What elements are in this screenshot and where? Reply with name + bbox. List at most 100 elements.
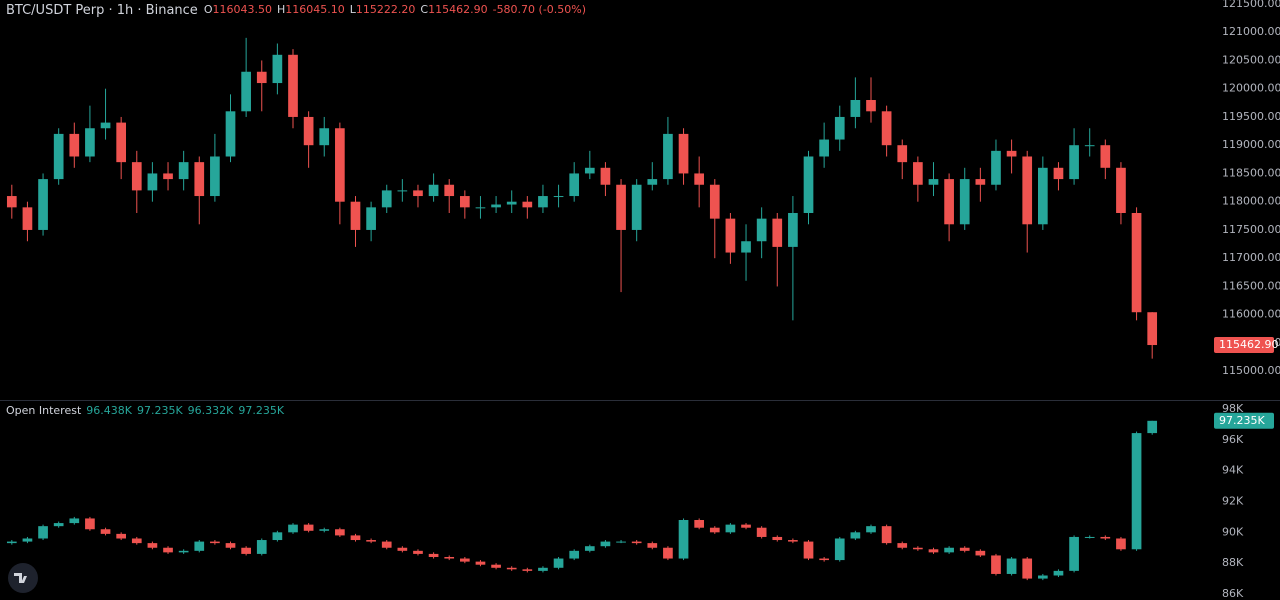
legend-value: 115462.90	[428, 3, 488, 16]
candle-body	[6, 196, 17, 208]
candle-body	[116, 122, 127, 163]
candle-body	[928, 179, 939, 185]
candle-body	[803, 541, 814, 559]
candle-body	[335, 128, 345, 202]
logo-circle[interactable]	[8, 563, 38, 593]
candle-body	[756, 218, 767, 242]
candle-body	[459, 196, 470, 208]
candle-body	[85, 128, 95, 157]
candle-body	[881, 526, 892, 544]
last-value-label: 115462.90	[1219, 338, 1279, 351]
y-tick-label: 90K	[1222, 525, 1244, 538]
candle-body	[147, 543, 158, 548]
candle-body	[850, 532, 861, 539]
candle-body	[1147, 420, 1158, 434]
candle-body	[584, 167, 595, 174]
y-tick-label: 118000.00	[1222, 195, 1280, 208]
y-tick-label: 119500.00	[1222, 110, 1280, 123]
candle-body	[491, 564, 501, 568]
candle-body	[1100, 536, 1111, 539]
candle-body	[366, 540, 376, 542]
candle-body	[194, 541, 205, 551]
y-tick-label: 88K	[1222, 556, 1244, 569]
candle-body	[631, 184, 642, 230]
candle-body	[991, 555, 1001, 574]
legend-value: 96.438K	[86, 404, 132, 417]
candle-body	[788, 212, 798, 247]
logo-mark[interactable]	[14, 573, 27, 583]
candle-body	[631, 541, 642, 544]
candle-body	[834, 538, 845, 561]
candle-body	[569, 173, 580, 197]
candle-body	[428, 553, 439, 557]
candle-body	[1131, 433, 1142, 550]
candle-body	[850, 100, 861, 117]
candle-body	[241, 71, 251, 112]
y-tick-label: 117000.00	[1222, 251, 1280, 264]
candle-body	[444, 556, 455, 559]
candle-body	[944, 547, 954, 553]
candle-body	[163, 173, 173, 180]
candle-body	[319, 128, 330, 146]
legend-key: L	[350, 3, 357, 16]
candle-body	[397, 547, 408, 551]
candle-body	[959, 179, 970, 225]
y-tick-label: 94K	[1222, 464, 1244, 477]
candle-body	[944, 179, 954, 225]
candle-body	[1022, 156, 1033, 225]
last-value-box	[1214, 337, 1274, 354]
candle-body	[303, 524, 314, 531]
y-tick-label: 117500.00	[1222, 223, 1280, 236]
candle-body	[522, 569, 533, 571]
candle-body	[678, 133, 689, 174]
candle-body	[866, 526, 876, 533]
candle-body	[522, 201, 533, 208]
candle-body	[819, 139, 829, 157]
candle-body	[69, 518, 80, 524]
candle-body	[897, 543, 908, 548]
candle-body	[131, 538, 142, 544]
candle-body	[22, 538, 33, 542]
legend-key: H	[277, 3, 285, 16]
candle-body	[38, 179, 48, 230]
candle-body	[475, 207, 486, 209]
candle-body	[1100, 145, 1111, 168]
candle-body	[741, 241, 751, 253]
candle-body	[506, 201, 517, 205]
candle-body	[678, 519, 689, 559]
candle-body	[256, 540, 267, 554]
candle-body	[725, 218, 736, 253]
candle-body	[381, 190, 392, 208]
candle-body	[428, 184, 439, 197]
legend: BTC/USDT Perp · 1h · Binance O116043.50 H1…	[6, 3, 586, 18]
candle-body	[475, 561, 486, 565]
y-tick-label: 92K	[1222, 495, 1244, 508]
candle-body	[913, 547, 923, 550]
candle-body	[1053, 167, 1064, 180]
candle-body	[1131, 212, 1142, 313]
candle-body	[147, 173, 158, 191]
candle-body	[803, 156, 814, 213]
candle-body	[1116, 538, 1126, 550]
candle-body	[288, 524, 298, 533]
candle-body	[22, 207, 33, 230]
logo[interactable]	[8, 563, 38, 593]
candle-body	[350, 535, 361, 541]
candle-body	[1069, 536, 1079, 571]
candle-body	[100, 529, 111, 534]
candle-body	[100, 122, 111, 129]
candle-body	[53, 133, 64, 180]
y-tick-label: 121000.00	[1222, 25, 1280, 38]
candle-body	[131, 162, 142, 191]
legend-title: BTC/USDT Perp · 1h · Binance	[6, 3, 198, 18]
candle-body	[1147, 312, 1158, 346]
candle-body	[756, 527, 767, 537]
candle-body	[584, 546, 595, 551]
candle-body	[569, 550, 580, 559]
candle-body	[694, 173, 705, 185]
candle-body	[272, 532, 283, 541]
candle-body	[538, 196, 548, 208]
candle-body	[210, 541, 220, 544]
legend-key: C	[420, 3, 428, 16]
candle-body	[553, 196, 564, 198]
